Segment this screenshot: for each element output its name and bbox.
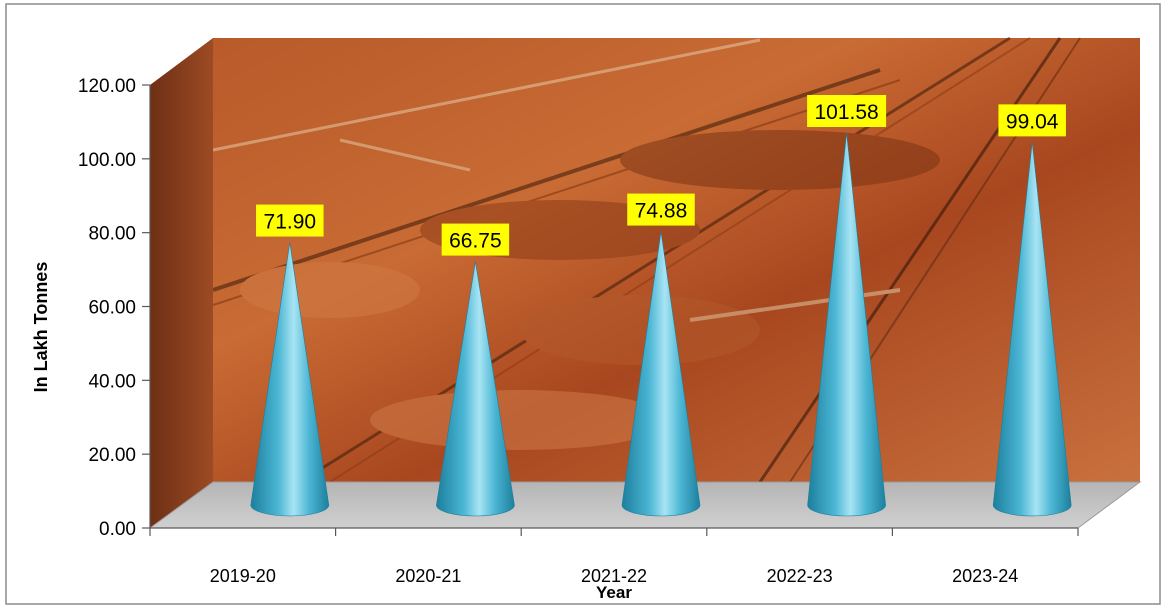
- y-tick-label: 0.00: [99, 519, 136, 540]
- x-tick-label: 2020-21: [395, 566, 461, 586]
- y-tick-label: 60.00: [88, 298, 136, 319]
- cone-series: [250, 132, 1072, 517]
- back-wall: [212, 36, 1140, 484]
- cone-bar: [436, 261, 515, 517]
- data-label-text: 71.90: [264, 211, 317, 234]
- cone-body: [250, 242, 330, 517]
- x-tick-label: 2021-22: [581, 566, 647, 586]
- data-label-box: [441, 223, 510, 256]
- y-axis-title: In Lakh Tonnes: [31, 262, 51, 393]
- data-label-text: 101.58: [814, 101, 878, 124]
- x-tick-label: 2022-23: [767, 566, 833, 586]
- data-label: 71.90: [256, 204, 324, 237]
- cone-body: [621, 231, 701, 517]
- x-axis: 2019-20 2020-21 2021-22 2022-23 2023-24: [149, 528, 1079, 586]
- data-label: 74.88: [627, 193, 695, 226]
- x-axis-title: Year: [596, 583, 632, 602]
- data-label-box: [807, 95, 887, 128]
- y-tick-label: 120.00: [78, 76, 136, 97]
- cone-bar: [621, 231, 701, 517]
- x-tick-label: 2023-24: [952, 566, 1018, 586]
- cone-body: [807, 132, 886, 517]
- y-tick-label: 80.00: [88, 224, 136, 245]
- data-label-box: [998, 104, 1066, 137]
- data-labels: 71.90 66.75 74.88 101.58 99.04: [256, 95, 1066, 256]
- y-axis: 0.00 20.00 40.00 60.00 80.00 100.00 120.00: [78, 76, 150, 540]
- data-label: 66.75: [441, 223, 510, 256]
- cone-body: [992, 142, 1072, 517]
- data-label-text: 66.75: [449, 230, 502, 253]
- data-label: 101.58: [807, 95, 887, 128]
- data-label: 99.04: [998, 104, 1066, 137]
- cone-body: [436, 261, 515, 517]
- y-tick-label: 40.00: [88, 371, 136, 392]
- data-label-box: [627, 193, 695, 226]
- side-wall: [150, 38, 213, 528]
- cone-bar: [250, 242, 330, 517]
- data-label-box: [256, 204, 324, 237]
- data-label-text: 74.88: [635, 200, 688, 223]
- y-tick-label: 20.00: [88, 445, 136, 466]
- cone-bar: [992, 142, 1072, 517]
- cone-bar: [807, 132, 886, 517]
- data-label-text: 99.04: [1006, 110, 1059, 133]
- x-tick-label: 2019-20: [210, 566, 276, 586]
- y-tick-label: 100.00: [78, 150, 136, 171]
